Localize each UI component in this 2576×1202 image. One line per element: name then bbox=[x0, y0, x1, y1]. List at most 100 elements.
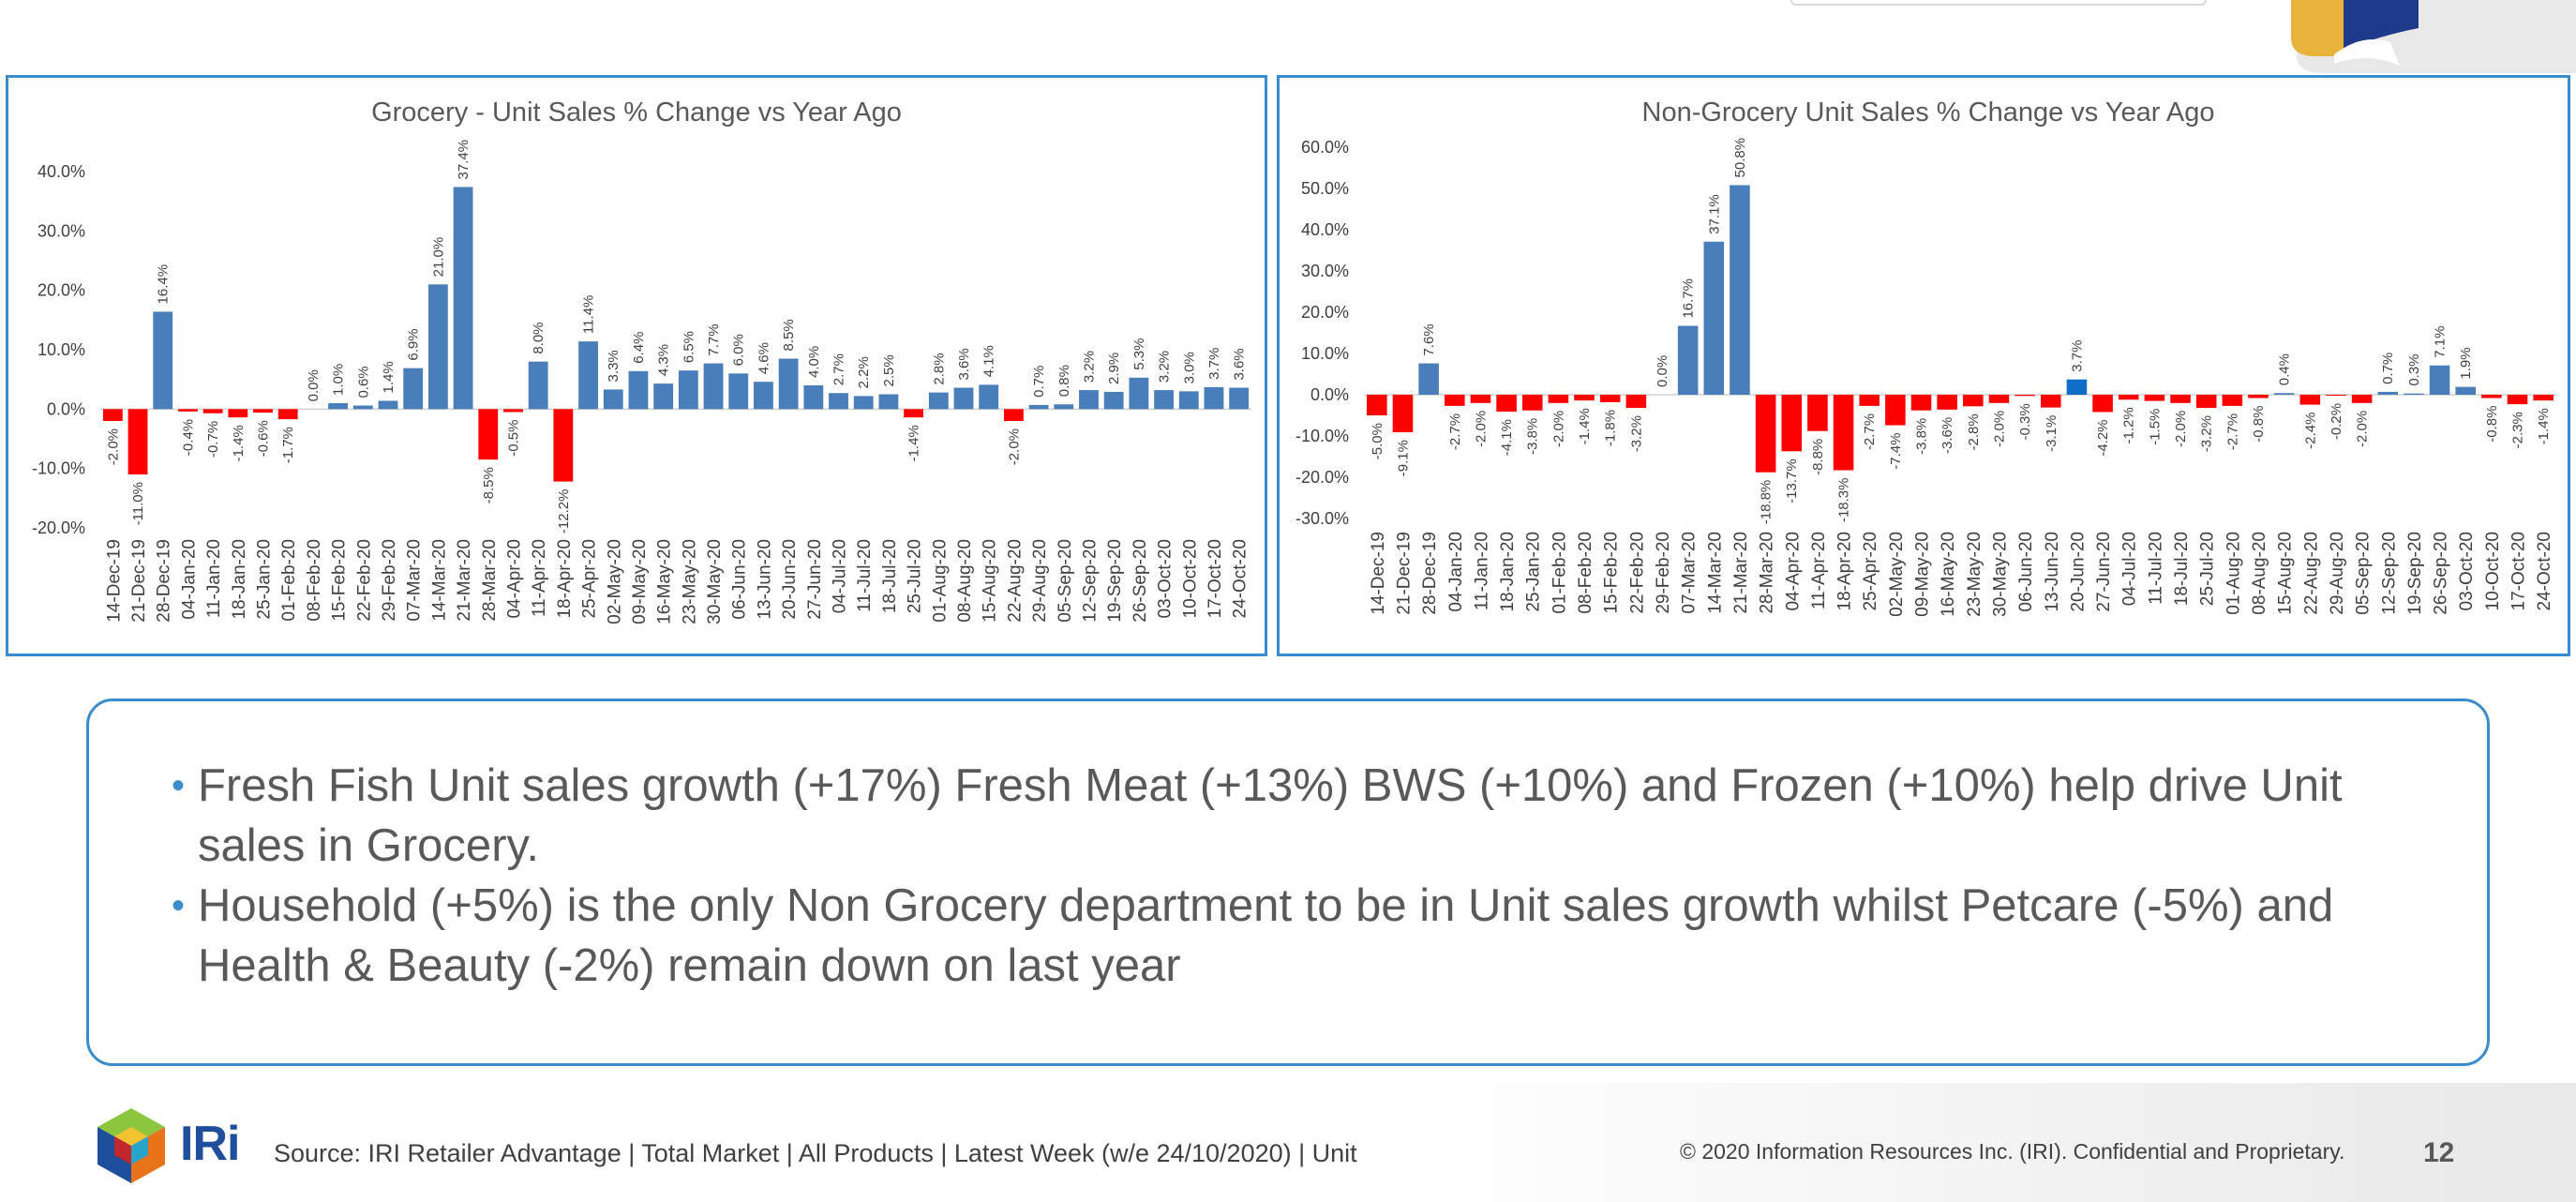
data-label: -1.4% bbox=[1577, 408, 1593, 444]
x-tick-label: 08-Feb-20 bbox=[305, 539, 324, 622]
x-tick-label: 11-Jul-20 bbox=[855, 539, 875, 612]
x-tick-label: 04-Jan-20 bbox=[1446, 532, 1466, 612]
data-label: 1.4% bbox=[381, 361, 397, 393]
x-tick-label: 18-Jul-20 bbox=[880, 539, 900, 613]
bar bbox=[829, 393, 848, 410]
data-label: -0.8% bbox=[2484, 406, 2500, 443]
y-tick-label: -10.0% bbox=[32, 459, 85, 478]
data-label: -2.7% bbox=[1862, 413, 1878, 450]
x-tick-label: 15-Aug-20 bbox=[2276, 532, 2296, 615]
bar bbox=[528, 361, 548, 410]
x-tick-label: 25-Jul-20 bbox=[2198, 532, 2218, 606]
x-tick-label: 11-Apr-20 bbox=[1809, 532, 1829, 609]
x-tick-label: 25-Apr-20 bbox=[580, 539, 600, 619]
x-tick-label: 30-May-20 bbox=[1990, 532, 2010, 617]
data-label: -1.7% bbox=[280, 427, 296, 463]
bar bbox=[378, 400, 398, 410]
bar bbox=[703, 363, 724, 410]
chart-title: Grocery - Unit Sales % Change vs Year Ag… bbox=[371, 98, 902, 128]
y-tick-label: 60.0% bbox=[1301, 138, 1349, 157]
y-tick-label: -30.0% bbox=[1295, 509, 1349, 528]
data-label: 7.1% bbox=[2433, 326, 2449, 358]
data-label: -5.0% bbox=[1370, 423, 1385, 459]
data-label: 0.4% bbox=[2277, 353, 2293, 385]
x-tick-label: 18-Jan-20 bbox=[1498, 532, 1518, 612]
bullet-icon: • bbox=[172, 885, 186, 926]
commentary-box: • Fresh Fish Unit sales growth (+17%) Fr… bbox=[86, 699, 2490, 1066]
x-tick-label: 16-May-20 bbox=[1939, 532, 1958, 617]
x-tick-label: 01-Feb-20 bbox=[279, 539, 299, 622]
data-label: 4.1% bbox=[981, 345, 997, 377]
bar bbox=[1079, 390, 1099, 410]
x-tick-label: 23-May-20 bbox=[1965, 532, 1984, 617]
data-label: 4.3% bbox=[656, 344, 672, 376]
bar bbox=[2066, 379, 2088, 395]
bar bbox=[503, 409, 523, 413]
bullet-icon: • bbox=[172, 765, 186, 806]
iri-wordmark: IRi bbox=[180, 1117, 240, 1171]
bar bbox=[1859, 395, 1880, 406]
bar bbox=[1988, 395, 2010, 403]
bar bbox=[2248, 395, 2269, 398]
x-tick-label: 26-Sep-20 bbox=[2432, 532, 2451, 615]
x-tick-label: 08-Feb-20 bbox=[1576, 532, 1595, 614]
bar bbox=[153, 311, 173, 410]
bar bbox=[2481, 395, 2502, 398]
x-tick-label: 02-May-20 bbox=[1887, 532, 1907, 617]
x-tick-label: 14-Mar-20 bbox=[429, 539, 449, 622]
bar bbox=[1229, 387, 1250, 410]
x-tick-label: 08-Aug-20 bbox=[955, 539, 975, 623]
x-tick-label: 17-Oct-20 bbox=[1206, 539, 1225, 618]
bar bbox=[603, 389, 623, 410]
bar bbox=[578, 341, 598, 410]
bar bbox=[228, 409, 248, 418]
data-label: -2.0% bbox=[1006, 428, 1022, 465]
x-tick-label: 27-Jun-20 bbox=[805, 539, 825, 620]
bar bbox=[1204, 386, 1224, 410]
x-tick-label: 15-Feb-20 bbox=[1602, 532, 1622, 614]
data-label: 7.6% bbox=[1421, 323, 1437, 355]
x-tick-label: 20-Jun-20 bbox=[2068, 532, 2088, 612]
bar bbox=[328, 403, 349, 410]
data-label: -9.1% bbox=[1395, 440, 1411, 476]
bar bbox=[2404, 393, 2424, 395]
data-label: -2.0% bbox=[1991, 411, 2007, 447]
data-label: -0.5% bbox=[505, 420, 521, 457]
data-label: 1.9% bbox=[2458, 347, 2474, 379]
bar bbox=[403, 368, 424, 410]
x-tick-label: 04-Jul-20 bbox=[2120, 532, 2140, 606]
commentary-bullet: • Household (+5%) is the only Non Grocer… bbox=[172, 876, 2440, 996]
x-tick-label: 25-Apr-20 bbox=[1861, 532, 1880, 611]
x-tick-label: 11-Jan-20 bbox=[1472, 532, 1491, 610]
bar bbox=[2429, 365, 2450, 395]
y-tick-label: 10.0% bbox=[37, 340, 85, 359]
x-tick-label: 11-Jan-20 bbox=[204, 539, 224, 618]
bar bbox=[878, 394, 899, 410]
bar bbox=[2195, 395, 2217, 409]
x-tick-label: 26-Sep-20 bbox=[1131, 539, 1150, 623]
data-label: 3.3% bbox=[606, 350, 622, 382]
y-tick-label: 50.0% bbox=[1301, 179, 1349, 198]
corner-brand-logo-icon bbox=[2291, 0, 2576, 73]
bar bbox=[2144, 395, 2165, 401]
bar bbox=[1781, 395, 1803, 452]
bar bbox=[778, 358, 799, 410]
y-tick-label: 10.0% bbox=[1301, 344, 1349, 363]
y-tick-label: 0.0% bbox=[47, 399, 85, 418]
data-label: 50.8% bbox=[1732, 138, 1748, 178]
x-tick-label: 01-Aug-20 bbox=[2224, 532, 2243, 615]
y-tick-label: 40.0% bbox=[1301, 220, 1349, 239]
data-label: 3.6% bbox=[1232, 348, 1248, 380]
x-tick-label: 14-Dec-19 bbox=[1369, 532, 1388, 615]
bar bbox=[653, 383, 674, 410]
data-label: -0.8% bbox=[2251, 406, 2267, 443]
x-tick-label: 03-Oct-20 bbox=[1156, 539, 1176, 618]
bar bbox=[1755, 395, 1776, 473]
bar bbox=[2014, 395, 2035, 397]
data-label: -3.8% bbox=[1525, 418, 1541, 455]
grocery-unit-sales-chart: Grocery - Unit Sales % Change vs Year Ag… bbox=[32, 98, 1251, 624]
bar bbox=[1833, 395, 1854, 471]
bar bbox=[1937, 395, 1957, 410]
x-tick-label: 01-Feb-20 bbox=[1550, 532, 1569, 614]
x-tick-label: 18-Apr-20 bbox=[555, 539, 575, 619]
